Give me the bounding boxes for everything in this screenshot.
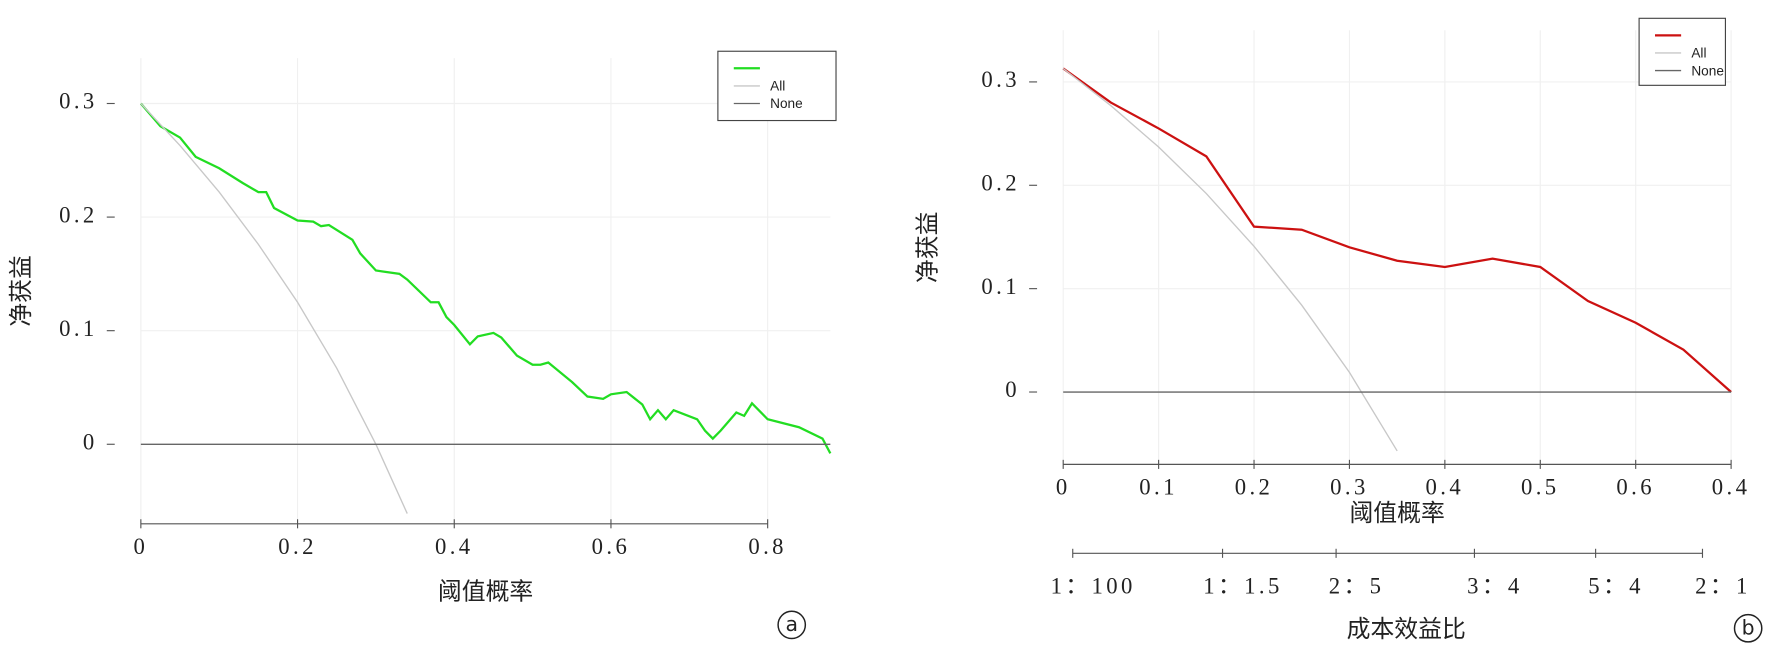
x-tick-label: 0.2 xyxy=(278,534,317,559)
y-tick-label: 0 xyxy=(83,429,98,454)
x2-tick-label: 2：5 xyxy=(1329,574,1385,599)
y-tick-label: 0 xyxy=(1005,377,1020,402)
legend-box xyxy=(1638,17,1726,86)
x-axis-title: 阈值概率 xyxy=(1349,499,1444,527)
y-axis-title: 净获益 xyxy=(914,212,942,284)
x-tick-label: 0.1 xyxy=(1139,475,1178,500)
legend-label: None xyxy=(1691,63,1724,78)
x-tick-label: 0.2 xyxy=(1235,475,1274,500)
x-tick-label: 0 xyxy=(1056,475,1071,500)
panel-label: b xyxy=(1742,615,1755,639)
x-axis-title: 阈值概率 xyxy=(438,578,533,606)
series-line xyxy=(1062,67,1398,452)
x-tick-label: 0.6 xyxy=(592,534,631,559)
x-tick-label: 0.4 xyxy=(1712,475,1751,500)
x2-tick-label: 1：1.5 xyxy=(1203,574,1282,599)
legend-label: All xyxy=(1691,46,1706,61)
series-line xyxy=(140,103,408,514)
panel-label: a xyxy=(785,612,798,636)
x-tick-label: 0.4 xyxy=(1426,475,1465,500)
legend-label: All xyxy=(770,79,785,94)
panel-badge xyxy=(1733,613,1763,643)
x-tick-label: 0.6 xyxy=(1616,475,1655,500)
x-tick-label: 0.4 xyxy=(435,534,474,559)
x2-tick-label: 5：4 xyxy=(1588,574,1644,599)
x-tick-label: 0 xyxy=(133,534,148,559)
x2-tick-label: 1：100 xyxy=(1051,574,1136,599)
x2-axis-title: 成本效益比 xyxy=(1347,615,1466,643)
y-tick-label: 0.2 xyxy=(981,171,1020,196)
x-tick-label: 0.3 xyxy=(1330,475,1369,500)
series-line xyxy=(1062,67,1732,393)
x-tick-label: 0.5 xyxy=(1521,475,1560,500)
y-axis-title: 净获益 xyxy=(7,255,35,327)
legend-label: None xyxy=(770,96,803,111)
y-tick-label: 0.1 xyxy=(981,274,1020,299)
x-tick-label: 0.8 xyxy=(748,534,787,559)
x2-tick-label: 2：1 xyxy=(1695,574,1751,599)
series-line xyxy=(139,102,832,454)
x2-tick-label: 3：4 xyxy=(1467,574,1523,599)
y-tick-label: 0.3 xyxy=(981,67,1020,92)
y-tick-label: 0.3 xyxy=(59,89,98,114)
panel-badge xyxy=(777,610,807,640)
y-tick-label: 0.2 xyxy=(59,202,98,227)
y-tick-label: 0.1 xyxy=(59,316,98,341)
